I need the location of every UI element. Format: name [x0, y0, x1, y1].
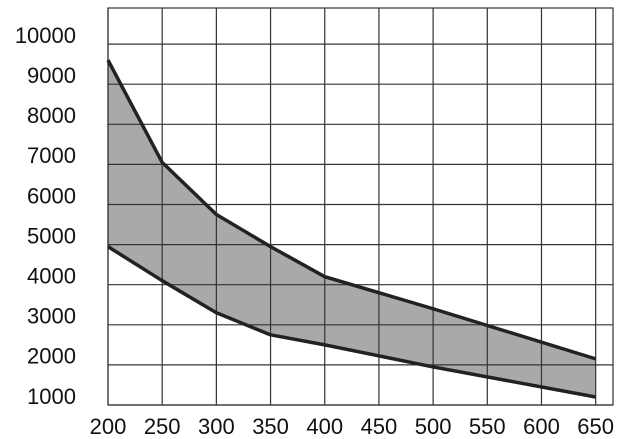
x-tick-label: 500: [415, 414, 452, 439]
y-tick-label: 3000: [27, 304, 76, 329]
x-tick-label: 400: [306, 414, 343, 439]
x-tick-label: 200: [90, 414, 127, 439]
x-tick-label: 600: [523, 414, 560, 439]
y-tick-label: 5000: [27, 223, 76, 248]
y-tick-label: 2000: [27, 344, 76, 369]
y-tick-label: 10000: [15, 23, 76, 48]
y-tick-label: 7000: [27, 143, 76, 168]
y-tick-label: 6000: [27, 183, 76, 208]
x-tick-label: 550: [469, 414, 506, 439]
series-line: [107, 245, 596, 399]
x-tick-label: 250: [144, 414, 181, 439]
x-tick-label: 450: [361, 414, 398, 439]
series-line: [106, 59, 597, 361]
x-tick-label: 650: [577, 414, 614, 439]
band-fill: [108, 60, 596, 397]
y-tick-label: 9000: [27, 63, 76, 88]
y-tick-label: 8000: [27, 103, 76, 128]
x-tick-label: 350: [252, 414, 289, 439]
x-tick-label: 300: [198, 414, 235, 439]
y-tick-label: 4000: [27, 264, 76, 289]
plot-border: [107, 7, 614, 406]
y-tick-label: 1000: [27, 384, 76, 409]
